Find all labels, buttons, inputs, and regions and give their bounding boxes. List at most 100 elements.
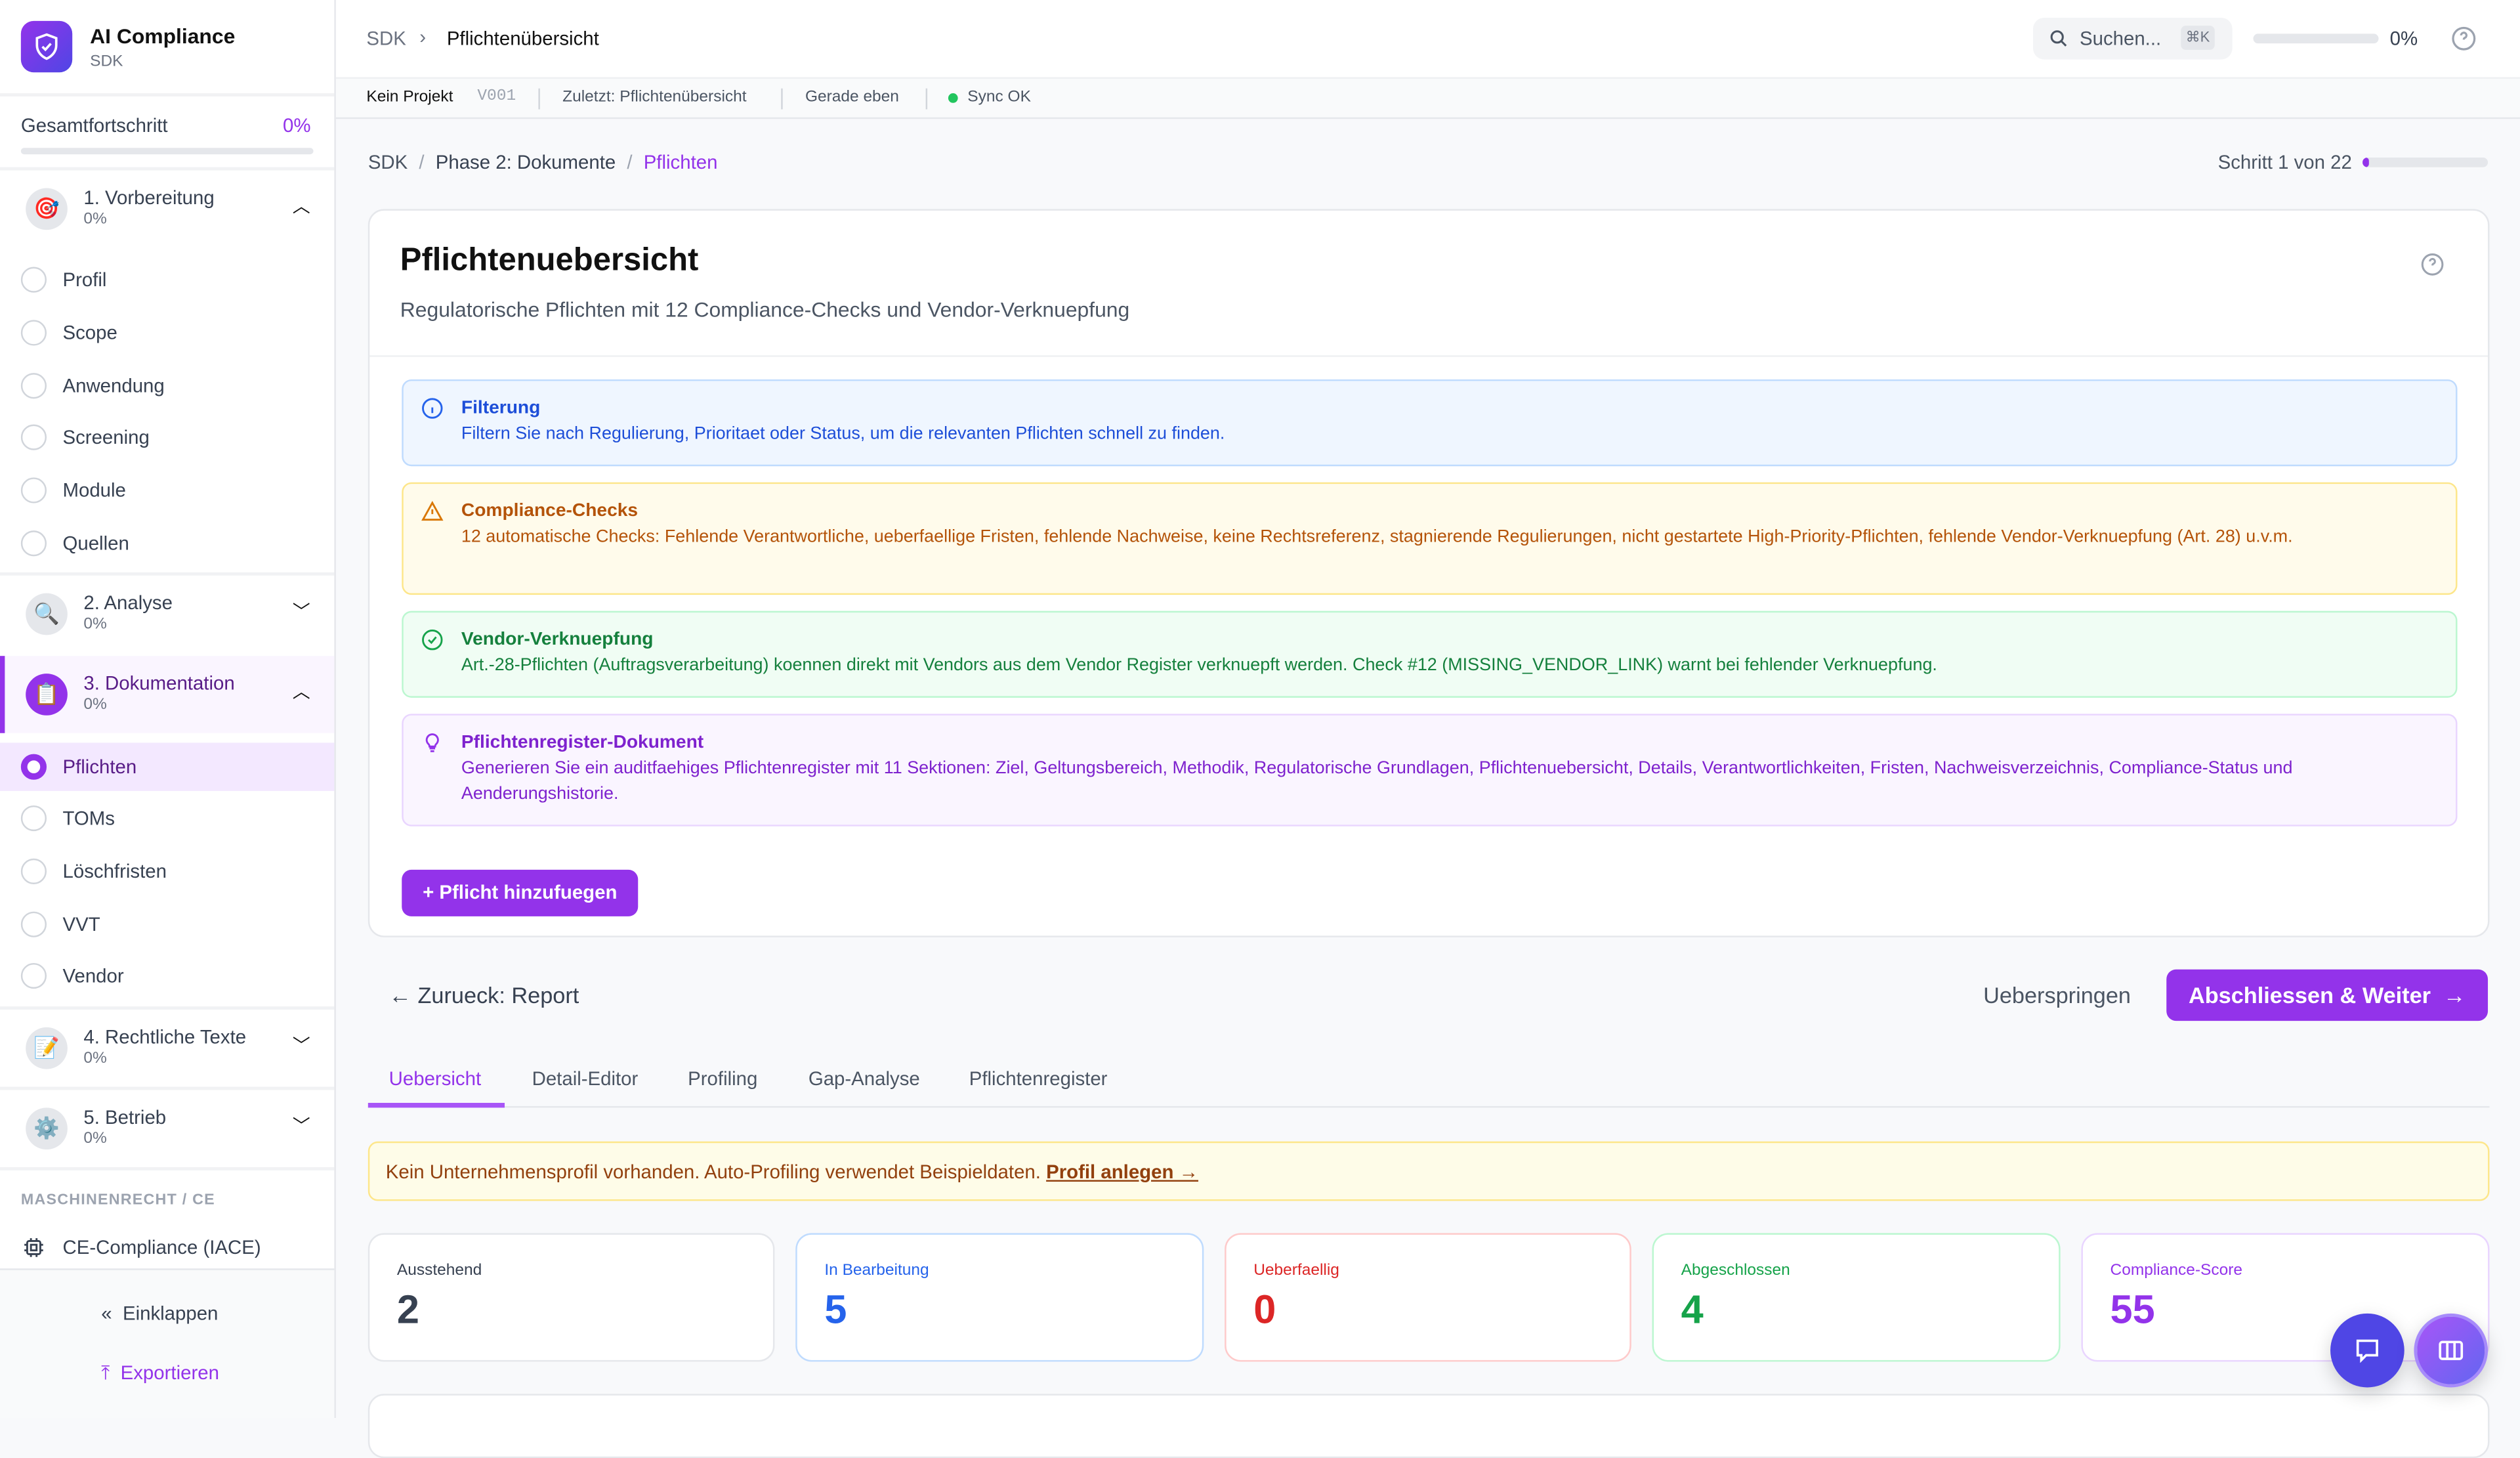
back-button[interactable]: ← Zurueck: Report [389, 982, 579, 1008]
active-tab-indicator [368, 1103, 505, 1108]
nav-item-label: Quellen [62, 532, 129, 555]
nav-item-anwendung[interactable]: Anwendung [0, 362, 334, 410]
gear-icon: ⚙️ [26, 1107, 68, 1150]
alert-success: Vendor-Verknuepfung Art.-28-Pflichten (Au… [402, 611, 2458, 698]
crumb-root[interactable]: SDK [366, 27, 406, 50]
help-icon[interactable] [2451, 26, 2477, 51]
nav-item-vendor[interactable]: Vendor [0, 952, 334, 1000]
nav-item-screening[interactable]: Screening [0, 413, 334, 461]
columns-button[interactable] [2414, 1313, 2488, 1388]
warning-triangle-icon [421, 500, 444, 521]
memo-icon: 📝 [26, 1027, 68, 1069]
back-label: Zurueck: Report [417, 982, 579, 1008]
complete-next-button[interactable]: Abschliessen & Weiter → [2166, 969, 2488, 1021]
version-label: V001 [477, 88, 516, 106]
search-input[interactable]: Suchen... ⌘K [2032, 17, 2233, 60]
section-rechtliche-texte[interactable]: 📝 4. Rechtliche Texte 0% ﹀ [0, 1010, 334, 1087]
sidebar: AI Compliance SDK Gesamtfortschritt 0% 🎯… [0, 0, 336, 1419]
columns-icon [2439, 1340, 2464, 1360]
shortcut-badge: ⌘K [2181, 26, 2215, 50]
alert-text: Filtern Sie nach Regulierung, Prioritaet… [461, 424, 1225, 444]
radio-icon [20, 477, 47, 504]
nav-item-pflichten[interactable]: Pflichten [0, 742, 335, 791]
nav-item-ce-compliance[interactable]: CE-Compliance (IACE) [0, 1228, 334, 1267]
alert-text: 12 automatische Checks: Fehlende Verantw… [461, 527, 2293, 547]
stat-card-in-progress: In Bearbeitung 5 [795, 1233, 1204, 1362]
double-chevron-left-icon: « [101, 1302, 123, 1325]
nav-item-loeschfristen[interactable]: Löschfristen [0, 847, 334, 895]
tab-detail-editor[interactable]: Detail-Editor [532, 1067, 639, 1090]
top-progress-bar [2253, 33, 2379, 44]
stat-card-overdue: Ueberfaellig 0 [1225, 1233, 1631, 1362]
chevron-down-icon: ﹀ [292, 1117, 310, 1137]
progress-label: Gesamtfortschritt [20, 114, 168, 137]
radio-icon [20, 373, 47, 399]
nav-item-profil[interactable]: Profil [0, 255, 334, 303]
upload-icon: ⤒ [101, 1362, 121, 1384]
app-title: AI Compliance [90, 24, 236, 49]
group-label: MASCHINENRECHT / CE [20, 1191, 215, 1209]
stat-card-pending: Ausstehend 2 [368, 1233, 775, 1362]
page-title: Pflichtenuebersicht [400, 242, 699, 278]
alert-text: Art.-28-Pflichten (Auftragsverarbeitung)… [461, 656, 1937, 675]
banner-text: Kein Unternehmensprofil vorhanden. Auto-… [385, 1161, 1047, 1184]
stat-label: Ueberfaellig [1253, 1262, 1339, 1280]
timestamp: Gerade eben [805, 88, 899, 106]
export-button[interactable]: ⤒ Exportieren [101, 1362, 219, 1386]
chat-button[interactable] [2330, 1313, 2404, 1388]
collapse-label: Einklappen [122, 1302, 219, 1325]
section-dokumentation[interactable]: 📋 3. Dokumentation 0% ︿ [0, 656, 335, 733]
alert-title: Pflichtenregister-Dokument [461, 733, 704, 753]
tab-profiling[interactable]: Profiling [688, 1067, 758, 1090]
section-vorbereitung[interactable]: 🎯 1. Vorbereitung 0% ︿ [0, 171, 334, 248]
nav-item-toms[interactable]: TOMs [0, 794, 334, 842]
sync-status: Sync OK [967, 88, 1031, 106]
crumb-sdk[interactable]: SDK [368, 151, 408, 174]
radio-icon [20, 911, 47, 937]
tab-uebersicht[interactable]: Uebersicht [388, 1067, 482, 1090]
skip-button[interactable]: Ueberspringen [1983, 982, 2131, 1008]
next-label: Abschliessen & Weiter [2188, 982, 2431, 1008]
chevron-right-icon: › [419, 26, 426, 49]
project-label: Kein Projekt [366, 88, 453, 106]
nav-item-quellen[interactable]: Quellen [0, 519, 334, 567]
collapse-button[interactable]: « Einklappen [101, 1302, 218, 1325]
section-percent: 0% [83, 1130, 107, 1148]
sidebar-footer [0, 1268, 335, 1419]
chevron-down-icon: ﹀ [292, 603, 310, 622]
profile-banner: Kein Unternehmensprofil vorhanden. Auto-… [368, 1141, 2490, 1201]
check-circle-icon [422, 629, 443, 651]
section-title: 2. Analyse [83, 591, 173, 614]
tab-gap-analyse[interactable]: Gap-Analyse [808, 1067, 920, 1090]
create-profile-link[interactable]: Profil anlegen → [1046, 1161, 1198, 1184]
add-obligation-button[interactable]: + Pflicht hinzufuegen [402, 869, 639, 916]
info-icon [422, 398, 443, 419]
shield-logo-icon [20, 20, 73, 73]
top-progress-value: 0% [2389, 27, 2418, 50]
section-betrieb[interactable]: ⚙️ 5. Betrieb 0% ﹀ [0, 1090, 334, 1167]
section-analyse[interactable]: 🔍 2. Analyse 0% ﹀ [0, 576, 334, 653]
tab-pflichtenregister[interactable]: Pflichtenregister [969, 1067, 1108, 1090]
info-card: Pflichtenuebersicht Regulatorische Pflic… [368, 209, 2490, 937]
crumb-phase[interactable]: Phase 2: Dokumente [435, 151, 616, 174]
nav-item-label: Anwendung [62, 374, 165, 397]
step-counter: Schritt 1 von 22 [2217, 151, 2352, 174]
stat-label: Compliance-Score [2110, 1262, 2243, 1280]
nav-item-label: VVT [62, 913, 100, 936]
nav-item-label: Löschfristen [62, 860, 167, 883]
search-icon [2050, 30, 2067, 47]
alert-tip: Pflichtenregister-Dokument Generieren Sie… [402, 714, 2458, 826]
progress-bar [20, 148, 314, 155]
help-icon[interactable] [2420, 252, 2445, 276]
stat-label: In Bearbeitung [824, 1262, 929, 1280]
chat-bubble-icon [2356, 1339, 2378, 1363]
stat-label: Abgeschlossen [1681, 1262, 1790, 1280]
nav-item-vvt[interactable]: VVT [0, 900, 334, 948]
alert-text: Generieren Sie ein auditfaehiges Pflicht… [461, 758, 2293, 804]
nav-item-module[interactable]: Module [0, 466, 334, 514]
nav-item-scope[interactable]: Scope [0, 309, 334, 356]
alert-title: Compliance-Checks [461, 502, 639, 521]
radio-icon [20, 530, 47, 557]
stat-value: 2 [396, 1287, 419, 1333]
stat-value: 55 [2110, 1287, 2155, 1333]
